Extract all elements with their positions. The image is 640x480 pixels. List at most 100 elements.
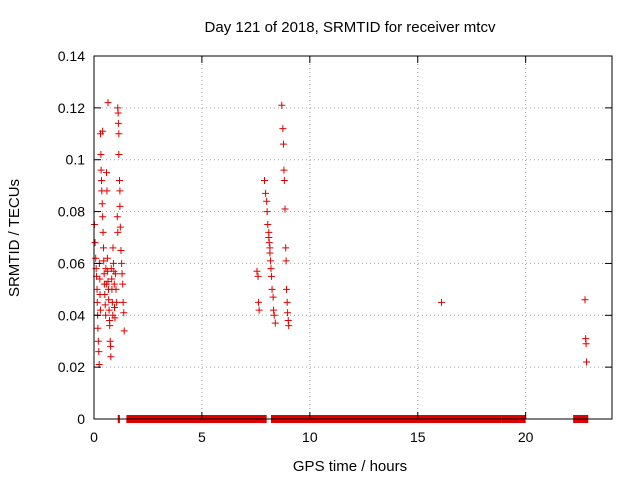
data-point	[115, 176, 123, 184]
data-point	[116, 223, 124, 231]
data-point	[581, 296, 589, 304]
data-point	[99, 213, 107, 221]
data-point	[270, 311, 278, 319]
data-point	[103, 169, 111, 177]
data-point	[284, 309, 292, 317]
data-point	[114, 109, 122, 117]
y-tick-label: 0.06	[58, 255, 85, 271]
data-point	[270, 306, 278, 314]
data-point	[118, 270, 126, 278]
data-point	[261, 176, 269, 184]
data-point	[113, 298, 121, 306]
data-point	[104, 267, 112, 275]
y-tick-label: 0.08	[58, 204, 85, 220]
y-axis-label: SRMTID / TECUs	[6, 179, 23, 297]
x-axis-label: GPS time / hours	[293, 458, 407, 475]
data-point	[115, 130, 123, 138]
data-point	[100, 257, 108, 265]
data-point	[95, 348, 103, 356]
data-point	[282, 244, 290, 252]
x-tick-label: 0	[90, 429, 98, 445]
data-point	[268, 285, 276, 293]
data-point	[114, 228, 122, 236]
data-point	[104, 99, 112, 107]
data-point	[116, 202, 124, 210]
data-point	[109, 259, 117, 267]
data-point	[112, 270, 120, 278]
data-point	[99, 127, 107, 135]
data-point	[106, 322, 114, 330]
plot-frame	[93, 55, 613, 420]
data-point	[265, 228, 273, 236]
data-point	[101, 301, 109, 309]
data-point	[283, 298, 291, 306]
data-point	[111, 314, 119, 322]
data-point	[102, 311, 110, 319]
data-point	[104, 278, 112, 286]
data-point	[105, 296, 113, 304]
data-point	[280, 140, 288, 148]
data-point	[281, 205, 289, 213]
data-point	[97, 151, 105, 159]
y-tick-label: 0.1	[66, 152, 86, 168]
data-point	[112, 285, 120, 293]
data-point	[103, 187, 111, 195]
data-point	[582, 340, 590, 348]
data-point	[266, 244, 274, 252]
data-point	[93, 298, 101, 306]
tick-layer: 0 5 10 15 20 0 0.02 0.04 0.06 0.08 0.1 0.12 0.14	[58, 48, 612, 445]
x-tick-label: 10	[302, 429, 318, 445]
data-point	[267, 265, 275, 273]
data-point	[280, 166, 288, 174]
data-point	[98, 176, 106, 184]
data-point	[119, 280, 127, 288]
data-point	[280, 176, 288, 184]
data-point	[119, 298, 127, 306]
data-point	[263, 197, 271, 205]
data-point	[107, 342, 115, 350]
y-tick-label: 0.14	[58, 48, 85, 64]
data-point	[253, 267, 261, 275]
data-point	[120, 309, 128, 317]
data-point	[267, 257, 275, 265]
data-point	[96, 306, 104, 314]
grid-layer	[94, 56, 612, 419]
data-point	[278, 101, 286, 109]
y-tick-label: 0.02	[58, 359, 85, 375]
data-point	[101, 291, 109, 299]
data-point	[262, 189, 270, 197]
data-point	[120, 327, 128, 335]
data-point	[103, 254, 111, 262]
data-point	[115, 151, 123, 159]
data-point	[267, 272, 275, 280]
data-point	[105, 306, 113, 314]
data-point	[254, 272, 262, 280]
data-point	[97, 166, 105, 174]
data-point	[107, 353, 115, 361]
data-point	[111, 304, 119, 312]
data-point	[118, 259, 126, 267]
y-tick-label: 0	[77, 411, 85, 427]
x-tick-label: 20	[518, 429, 534, 445]
data-point	[254, 298, 262, 306]
data-point	[108, 275, 116, 283]
data-point	[116, 187, 124, 195]
data-point	[437, 298, 445, 306]
data-point	[263, 208, 271, 216]
data-point	[96, 275, 104, 283]
data-point	[91, 239, 99, 247]
data-point	[110, 280, 118, 288]
data-point	[114, 119, 122, 127]
data-point	[271, 319, 279, 327]
data-point	[113, 213, 121, 221]
data-point	[94, 324, 102, 332]
data-point	[269, 293, 277, 301]
data-point	[583, 358, 591, 366]
data-point	[255, 306, 263, 314]
x-tick-label: 15	[410, 429, 426, 445]
data-point	[98, 200, 106, 208]
data-point	[279, 125, 287, 133]
data-point	[285, 322, 293, 330]
